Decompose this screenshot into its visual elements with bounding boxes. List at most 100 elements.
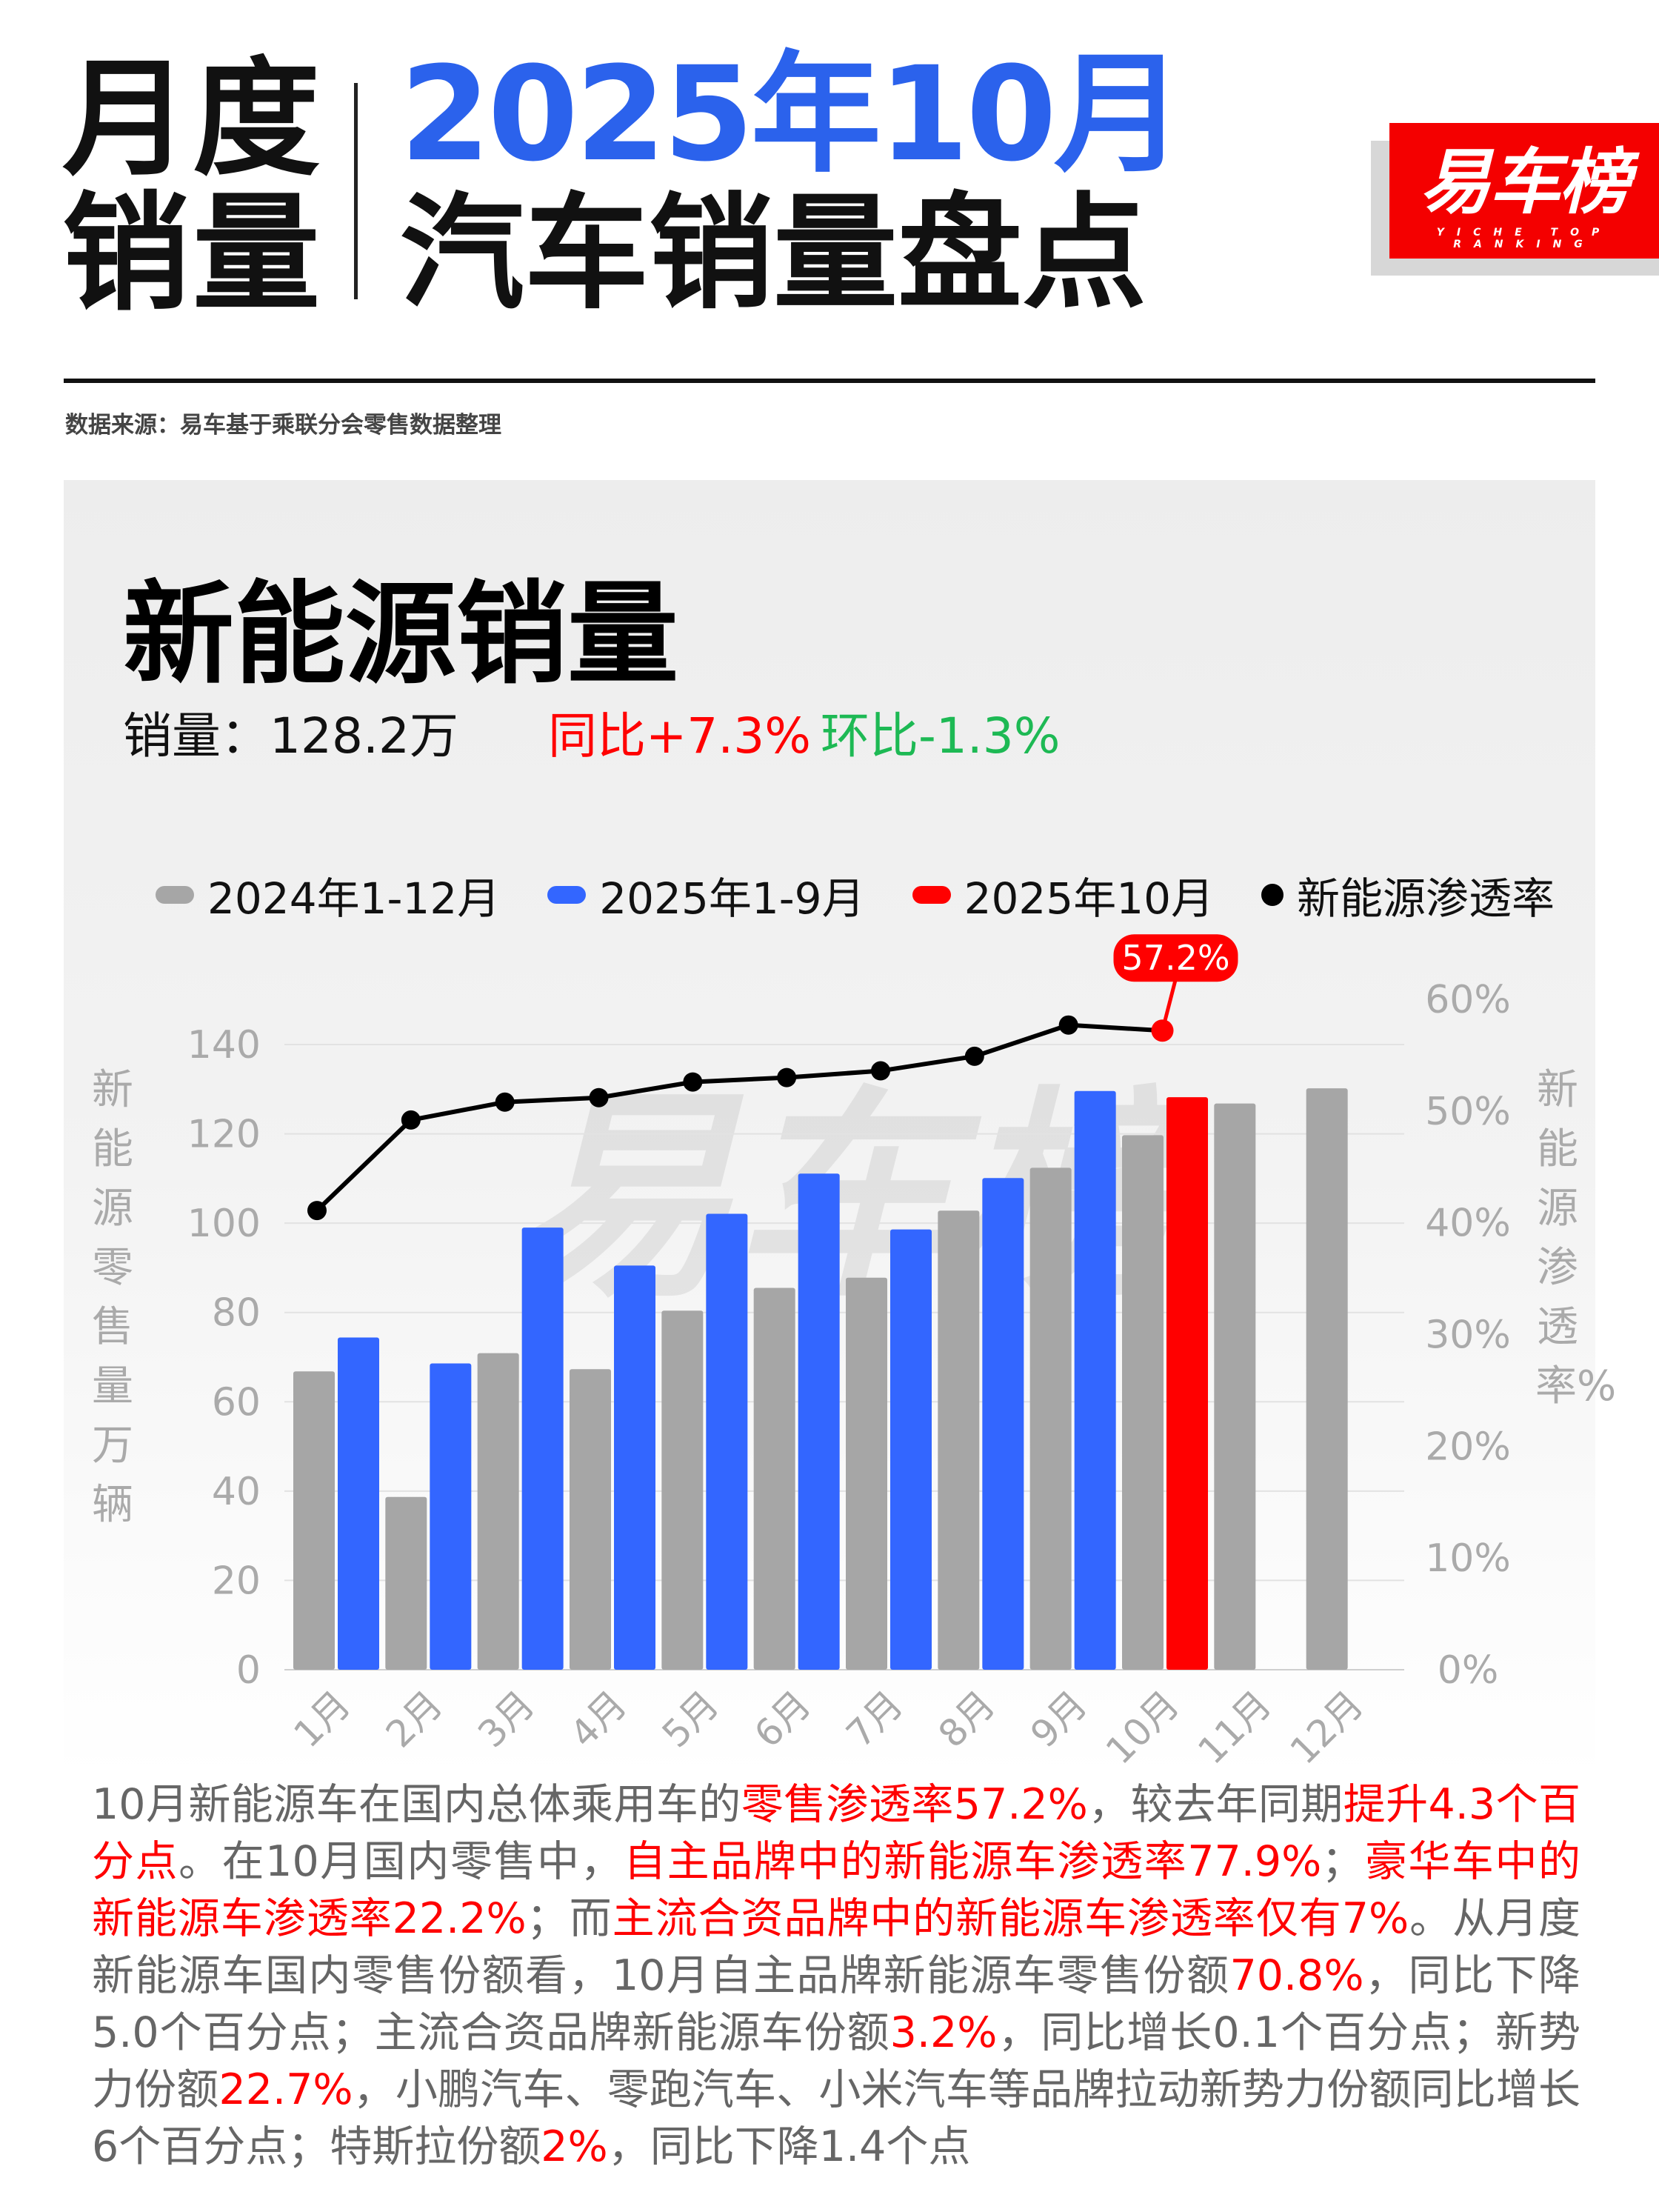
bar-2025-6	[798, 1173, 840, 1670]
highlight-text: 主流合资品牌中的新能源车渗透率仅有7%	[612, 1894, 1409, 1943]
body-text-segment: ；	[1321, 1837, 1364, 1886]
legend-label: 2025年1-9月	[599, 873, 865, 924]
penetration-point-1	[307, 1201, 327, 1221]
bar-2024-7	[846, 1277, 887, 1670]
header-divider	[354, 83, 358, 299]
y-tick-label: 20	[212, 1559, 261, 1603]
x-tick-label: 3月	[470, 1682, 543, 1756]
x-tick-label: 12月	[1282, 1682, 1372, 1772]
y-tick-label: 0	[236, 1648, 261, 1693]
y-tick-label: 140	[187, 1023, 261, 1067]
bar-2024-10	[1122, 1135, 1164, 1670]
legend-label: 2025年10月	[964, 873, 1215, 924]
x-tick-label: 9月	[1022, 1682, 1095, 1756]
bar-2025-2	[430, 1363, 472, 1670]
y-tick-label: 40	[212, 1470, 261, 1514]
highlight-text: 3.2%	[889, 2008, 998, 2057]
body-text-segment: ，同比下降5.0个百分点；主流合资品牌新能源车份额	[92, 1951, 1580, 2057]
body-text-segment: ，较去年同期	[1087, 1780, 1343, 1829]
body-text-segment: ；而	[526, 1894, 612, 1943]
penetration-line	[315, 1022, 1163, 1213]
penetration-point-8	[964, 1046, 984, 1066]
bar-2024-6	[753, 1287, 795, 1670]
penetration-point-5	[683, 1072, 703, 1092]
bar-2024-11	[1214, 1103, 1256, 1670]
body-text-segment: ，小鹏汽车、零跑汽车、小米汽车等品牌拉动新势力份额同比增长6个百分点；特斯拉份额	[92, 2065, 1581, 2171]
data-source: 数据来源：易车基于乘联分会零售数据整理	[65, 412, 501, 439]
body-text-segment: ，同比增长0.1个百分点；新势力份额	[92, 2008, 1580, 2114]
x-tick-label: 4月	[562, 1682, 635, 1756]
y-tick-label: 60	[212, 1380, 261, 1425]
legend-swatch-gray	[156, 886, 194, 904]
chart-legend: 2024年1-12月 2025年1-9月 2025年10月 新能源渗透率	[156, 864, 1602, 926]
penetration-point-7	[871, 1061, 890, 1081]
y2-tick-label: 30%	[1425, 1313, 1511, 1358]
highlight-text: 70.8%	[1229, 1951, 1364, 2000]
y2-tick-label: 10%	[1425, 1536, 1511, 1581]
x-tick-label: 10月	[1098, 1682, 1187, 1772]
y-tick-label: 120	[187, 1113, 261, 1157]
bar-2024-5	[661, 1310, 704, 1670]
highlight-text: 自主品牌中的新能源车渗透率77.9%	[624, 1837, 1322, 1886]
penetration-point-2	[401, 1110, 421, 1130]
highlight-text: 零售渗透率57.2%	[741, 1780, 1088, 1829]
legend-swatch-red	[912, 886, 951, 904]
chart-svg: 易车榜 57.2%0204060801001201400%10%20%30%40…	[187, 934, 1511, 1773]
bar-2025-1	[338, 1337, 379, 1670]
annotation-leader	[1161, 978, 1178, 1031]
header-left-line2: 销量	[62, 179, 323, 328]
highlight-text: 2%	[541, 2122, 608, 2171]
penetration-point-3	[495, 1092, 515, 1112]
legend-item-oct: 2025年10月	[912, 864, 1214, 926]
x-tick-label: 7月	[838, 1682, 912, 1756]
bar-2024-1	[293, 1371, 335, 1670]
logo-sub-text: YICHE TOP RANKING	[1436, 227, 1612, 250]
bar-2024-2	[385, 1496, 427, 1670]
highlight-text: 22.7%	[218, 2065, 353, 2114]
legend-item-penetration: 新能源渗透率	[1261, 864, 1555, 926]
body-text-segment: 。在10月国内零售中，	[178, 1837, 624, 1886]
legend-dot-black	[1261, 884, 1284, 906]
body-text-segment: 。从月度新能源车国内零售份额看，10月自主品牌新能源车零售份额	[92, 1894, 1581, 2000]
penetration-point-4	[589, 1087, 609, 1107]
bar-2024-3	[477, 1353, 519, 1670]
x-tick-label: 6月	[746, 1682, 819, 1756]
y-tick-label: 80	[212, 1291, 261, 1336]
brand-logo: 易车榜 YICHE TOP RANKING	[1389, 123, 1659, 259]
legend-item-2025: 2025年1-9月	[547, 864, 865, 926]
highlight-text: 豪华车中的新能源车渗透率22.2%	[92, 1837, 1581, 1943]
bar-2025-3	[521, 1227, 564, 1670]
annotation-bubble	[1113, 934, 1238, 982]
legend-item-2024: 2024年1-12月	[156, 864, 500, 926]
y2-tick-label: 0%	[1438, 1648, 1499, 1693]
legend-swatch-blue	[547, 886, 587, 904]
bar-2025-8	[982, 1178, 1024, 1670]
header-left-line1: 月度	[62, 44, 323, 193]
penetration-point-6	[777, 1067, 797, 1087]
bar-2025-5	[706, 1213, 748, 1670]
sales-figure: 销量：128.2万	[123, 707, 458, 764]
bar-2024-9	[1029, 1167, 1072, 1670]
annotation-label: 57.2%	[1121, 938, 1229, 978]
bar-2024-8	[938, 1210, 980, 1670]
bar-2025-9	[1074, 1090, 1116, 1670]
bar-2024-12	[1306, 1088, 1348, 1670]
header-date-title: 2025年10月	[400, 39, 1184, 190]
highlight-text: 提升4.3个百分点	[92, 1780, 1581, 1886]
bar-2025-4	[614, 1265, 655, 1670]
y2-tick-label: 60%	[1425, 978, 1511, 1022]
x-tick-label: 11月	[1189, 1682, 1279, 1772]
body-text-segment: ，同比下降1.4个点	[607, 2122, 971, 2171]
legend-label: 2024年1-12月	[207, 873, 501, 924]
y2-tick-label: 40%	[1425, 1202, 1511, 1246]
header-subtitle: 汽车销量盘点	[400, 181, 1146, 326]
y-tick-label: 100	[187, 1202, 261, 1246]
x-tick-label: 1月	[286, 1682, 359, 1756]
x-tick-label: 2月	[378, 1682, 451, 1756]
y-axis-title-left: 新能源零售量 万辆	[92, 1066, 133, 1529]
body-text-segment: 10月新能源车在国内总体乘用车的	[92, 1780, 741, 1829]
x-tick-label: 8月	[930, 1682, 1004, 1756]
yoy-change: 同比+7.3%	[548, 707, 811, 764]
penetration-point-9	[1058, 1015, 1078, 1035]
bar-2024-4	[570, 1369, 611, 1670]
